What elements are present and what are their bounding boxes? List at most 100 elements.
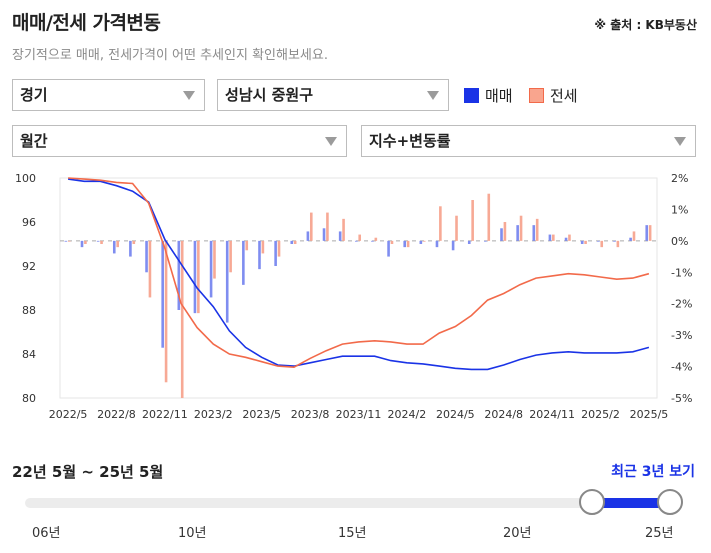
bar-sale-change — [435, 240, 439, 248]
bar-jeonse-change — [342, 218, 345, 241]
bar-jeonse-change — [116, 240, 119, 248]
x-tick-label: 2022/8 — [97, 408, 136, 421]
bar-jeonse-change — [197, 240, 200, 314]
x-tick-label: 2024/8 — [484, 408, 523, 421]
region-select[interactable]: 경기 — [12, 79, 205, 111]
range-label: 22년 5월 ~ 25년 5월 — [12, 463, 164, 481]
legend-item-jeonse[interactable]: 전세 — [529, 85, 578, 106]
legend-label-sale: 매매 — [485, 87, 513, 105]
period-select[interactable]: 월간 — [12, 125, 347, 157]
y-right-tick-label: -2% — [671, 298, 692, 311]
plot-area — [59, 177, 658, 399]
bar-jeonse-change — [132, 240, 136, 244]
range-start-handle[interactable] — [579, 489, 605, 515]
bar-jeonse-change — [422, 240, 426, 242]
bar-sale-change — [419, 240, 423, 244]
bar-jeonse-change — [180, 240, 184, 398]
bar-sale-change — [451, 240, 455, 251]
bar-sale-change — [129, 240, 132, 257]
bar-sale-change — [145, 240, 148, 273]
bar-sale-change — [112, 240, 116, 254]
chevron-down-icon — [674, 137, 686, 146]
line-jeonse-index — [68, 177, 650, 369]
bar-sale-change — [258, 240, 261, 270]
y-right-tick-label: -5% — [671, 392, 692, 405]
chevron-down-icon — [183, 91, 195, 100]
bar-jeonse-change — [406, 240, 410, 248]
x-tick-label: 2025/5 — [630, 408, 669, 421]
x-tick-label: 2022/11 — [142, 408, 188, 421]
bar-sale-change — [371, 240, 374, 242]
legend-label-jeonse: 전세 — [550, 87, 578, 105]
bar-sale-change — [80, 240, 84, 248]
x-tick-label: 2024/5 — [436, 408, 475, 421]
bar-jeonse-change — [67, 240, 71, 242]
bar-sale-change — [96, 240, 100, 242]
bar-sale-change — [580, 240, 584, 244]
bar-jeonse-change — [293, 240, 297, 244]
year-label: 20년 — [503, 526, 532, 541]
year-label: 10년 — [178, 526, 207, 541]
legend-swatch-sale — [464, 88, 479, 103]
bar-sale-change — [274, 240, 277, 266]
range-end-handle[interactable] — [657, 489, 683, 515]
y-left-tick-label: 100 — [15, 172, 36, 185]
price-change-chart: 100 96 92 88 84 80 2% 1% 0% -1% -2% -3% -4% -5% 2022/5… — [15, 172, 692, 421]
chevron-down-icon — [325, 137, 337, 146]
district-select[interactable]: 성남시 중원구 — [217, 79, 449, 111]
bar-sale-change — [597, 240, 600, 242]
bar-jeonse-change — [535, 218, 539, 241]
x-tick-label: 2023/5 — [242, 408, 281, 421]
x-tick-label: 2025/2 — [581, 408, 620, 421]
bar-jeonse-change — [568, 234, 571, 241]
legend-swatch-jeonse — [529, 88, 544, 103]
year-range-track[interactable] — [25, 498, 670, 508]
bar-sale-change — [338, 231, 342, 241]
bar-jeonse-change — [148, 240, 152, 298]
x-tick-label: 2023/11 — [336, 408, 382, 421]
x-tick-label: 2023/8 — [291, 408, 330, 421]
bar-sale-change — [548, 234, 552, 241]
bar-sale-change — [290, 240, 294, 244]
y-left-tick-label: 84 — [22, 348, 36, 361]
legend-item-sale[interactable]: 매매 — [464, 85, 513, 106]
bar-jeonse-change — [358, 234, 361, 241]
metric-select[interactable]: 지수+변동률 — [361, 125, 696, 157]
chevron-down-icon — [427, 91, 439, 100]
bar-jeonse-change — [552, 234, 555, 241]
bar-sale-change — [484, 240, 487, 242]
bar-jeonse-change — [277, 240, 281, 257]
bar-sale-change — [161, 240, 164, 348]
y-left-tick-label: 80 — [22, 392, 36, 405]
bar-sale-change — [645, 225, 649, 241]
bar-sale-change — [209, 240, 213, 298]
year-label: 25년 — [645, 526, 674, 541]
year-range-selected — [592, 498, 670, 508]
y-right-tick-label: -1% — [671, 266, 692, 279]
x-tick-label: 2023/2 — [194, 408, 233, 421]
region-select-value: 경기 — [20, 86, 48, 104]
x-tick-label: 2024/2 — [388, 408, 427, 421]
bar-jeonse-change — [503, 222, 507, 241]
bar-sale-change — [613, 240, 616, 242]
bar-sale-change — [355, 240, 358, 242]
year-label: 15년 — [338, 526, 367, 541]
y-left-tick-label: 92 — [22, 260, 36, 273]
bar-jeonse-change — [309, 212, 313, 241]
bar-jeonse-change — [84, 240, 87, 244]
metric-select-value: 지수+변동률 — [369, 132, 451, 150]
y-left-tick-label: 96 — [22, 216, 36, 229]
bar-jeonse-change — [439, 206, 442, 241]
recent-3-years-button[interactable]: 최근 3년 보기 — [611, 464, 695, 480]
bar-jeonse-change — [455, 215, 458, 241]
x-tick-label: 2024/11 — [529, 408, 575, 421]
bar-jeonse-change — [213, 240, 216, 279]
bar-sale-change — [306, 231, 310, 241]
y-left-tick-label: 88 — [22, 304, 36, 317]
line-sale-index — [67, 178, 650, 371]
bar-jeonse-change — [471, 200, 474, 241]
bar-jeonse-change — [164, 240, 168, 383]
y-right-tick-label: 0% — [671, 235, 688, 248]
bar-sale-change — [516, 225, 519, 241]
bar-sale-change — [467, 240, 471, 244]
